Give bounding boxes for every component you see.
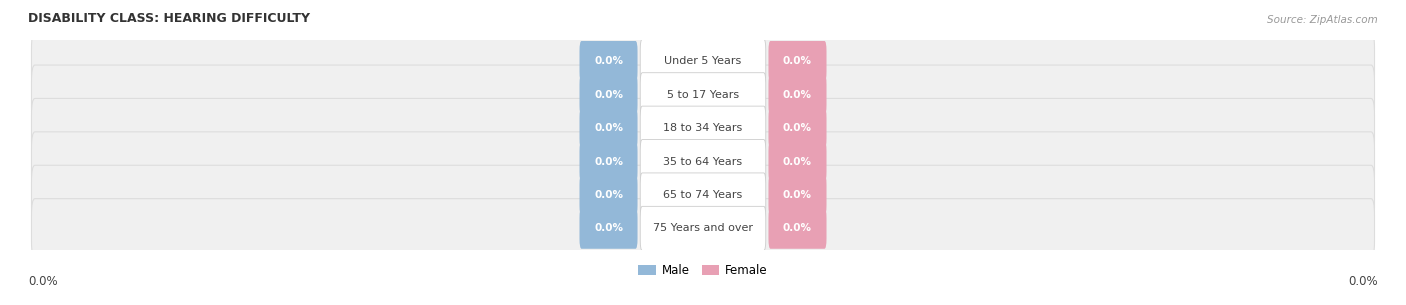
Text: 65 to 74 Years: 65 to 74 Years — [664, 190, 742, 200]
FancyBboxPatch shape — [579, 174, 637, 215]
FancyBboxPatch shape — [640, 206, 766, 250]
FancyBboxPatch shape — [769, 174, 827, 215]
Text: 35 to 64 Years: 35 to 64 Years — [664, 156, 742, 167]
FancyBboxPatch shape — [31, 165, 1375, 225]
FancyBboxPatch shape — [769, 41, 827, 82]
Text: 0.0%: 0.0% — [593, 156, 623, 167]
FancyBboxPatch shape — [31, 32, 1375, 91]
Text: 75 Years and over: 75 Years and over — [652, 223, 754, 233]
FancyBboxPatch shape — [31, 65, 1375, 124]
FancyBboxPatch shape — [769, 74, 827, 115]
Text: 0.0%: 0.0% — [783, 123, 813, 133]
FancyBboxPatch shape — [640, 73, 766, 117]
FancyBboxPatch shape — [640, 106, 766, 150]
FancyBboxPatch shape — [640, 139, 766, 184]
FancyBboxPatch shape — [769, 108, 827, 149]
Text: Under 5 Years: Under 5 Years — [665, 56, 741, 66]
FancyBboxPatch shape — [31, 99, 1375, 158]
Text: 0.0%: 0.0% — [783, 190, 813, 200]
FancyBboxPatch shape — [579, 74, 637, 115]
FancyBboxPatch shape — [31, 132, 1375, 191]
FancyBboxPatch shape — [769, 141, 827, 182]
Text: 0.0%: 0.0% — [783, 223, 813, 233]
Text: 0.0%: 0.0% — [593, 190, 623, 200]
FancyBboxPatch shape — [769, 208, 827, 249]
Text: 0.0%: 0.0% — [783, 156, 813, 167]
FancyBboxPatch shape — [579, 208, 637, 249]
Text: DISABILITY CLASS: HEARING DIFFICULTY: DISABILITY CLASS: HEARING DIFFICULTY — [28, 12, 311, 25]
Text: 0.0%: 0.0% — [1348, 275, 1378, 288]
Text: 0.0%: 0.0% — [593, 223, 623, 233]
Text: 0.0%: 0.0% — [28, 275, 58, 288]
Text: 0.0%: 0.0% — [783, 56, 813, 66]
FancyBboxPatch shape — [579, 108, 637, 149]
Text: 0.0%: 0.0% — [593, 56, 623, 66]
Text: 0.0%: 0.0% — [783, 90, 813, 100]
Text: 5 to 17 Years: 5 to 17 Years — [666, 90, 740, 100]
FancyBboxPatch shape — [31, 199, 1375, 258]
FancyBboxPatch shape — [579, 141, 637, 182]
Text: 18 to 34 Years: 18 to 34 Years — [664, 123, 742, 133]
Text: 0.0%: 0.0% — [593, 123, 623, 133]
FancyBboxPatch shape — [579, 41, 637, 82]
Text: 0.0%: 0.0% — [593, 90, 623, 100]
Legend: Male, Female: Male, Female — [634, 260, 772, 282]
Text: Source: ZipAtlas.com: Source: ZipAtlas.com — [1267, 15, 1378, 25]
FancyBboxPatch shape — [640, 39, 766, 83]
FancyBboxPatch shape — [640, 173, 766, 217]
